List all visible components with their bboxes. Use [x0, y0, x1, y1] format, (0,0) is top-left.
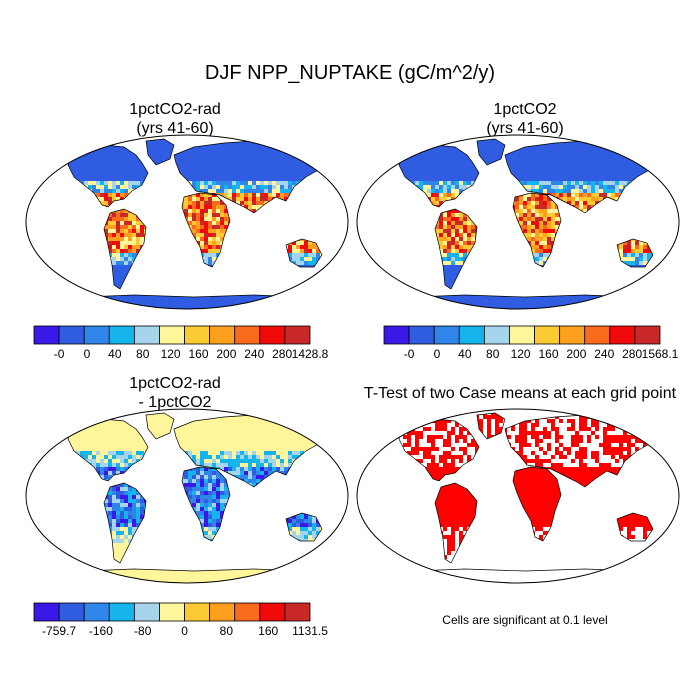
colorbar-tick-label: 200 [216, 347, 236, 361]
colorbar-swatch [433, 325, 460, 345]
colorbar-swatch [133, 325, 160, 345]
colorbar-swatch [159, 602, 185, 622]
colorbar-swatch [259, 325, 286, 345]
colorbar-swatch [108, 602, 135, 622]
colorbar-tick-label: -0 [404, 347, 415, 361]
colorbar-swatch [209, 602, 236, 622]
colorbar-swatch [609, 325, 636, 345]
colorbar-swatch [234, 325, 261, 345]
colorbar-swatch [108, 325, 135, 345]
colorbar-tick-label: 240 [594, 347, 614, 361]
colorbar-tick-label: 1568.1 [642, 347, 679, 361]
colorbar-swatch [284, 602, 311, 622]
panel-4-title-line1: T-Test of two Case means at each grid po… [363, 385, 677, 402]
colorbar-swatch [58, 602, 85, 622]
map-frame [25, 134, 349, 310]
colorbar-swatch [58, 325, 85, 345]
colorbar-tick-label: 120 [161, 347, 181, 361]
colorbar-tick-label: 80 [136, 347, 150, 361]
colorbar-swatch [483, 325, 510, 345]
panel-1-title: 1pctCO2-rad (yrs 41-60) [15, 100, 335, 138]
panel-3-title-line1: 1pctCO2-rad [129, 375, 221, 392]
colorbar-tick-label: 40 [458, 347, 472, 361]
colorbar-swatch [458, 325, 485, 345]
colorbar-swatch [234, 602, 261, 622]
colorbar-tick-label: 160 [188, 347, 208, 361]
map-frame [356, 408, 680, 584]
colorbar-tick-label: 240 [244, 347, 264, 361]
map-frame [356, 134, 680, 310]
colorbar-swatch [83, 325, 110, 345]
colorbar-tick-label: 160 [258, 624, 278, 638]
colorbar-tick-label: 40 [108, 347, 122, 361]
panel-1-title-line2: (yrs 41-60) [136, 120, 214, 137]
map-panel-3 [25, 408, 349, 584]
colorbar-swatch [184, 325, 211, 345]
colorbar-panel-1: -0 0 40 80 120 160 200 240 280 1428.8 [33, 325, 329, 365]
colorbar-swatch [159, 325, 185, 345]
figure-title: DJF NPP_NUPTAKE (gC/m^2/y) [204, 62, 496, 84]
panel-4-title: T-Test of two Case means at each grid po… [345, 384, 695, 403]
significance-note: Cells are significant at 0.1 level [442, 613, 608, 627]
colorbar-tick-label: 280 [622, 347, 642, 361]
colorbar-tick-label: 80 [220, 624, 234, 638]
colorbar-tick-label: 1428.8 [292, 347, 329, 361]
map-panel-2 [356, 134, 680, 310]
colorbar-tick-label: 0 [84, 347, 91, 361]
colorbar-swatch [634, 325, 661, 345]
colorbar-swatch [133, 602, 160, 622]
colorbar-tick-label: -759.7 [42, 624, 76, 638]
colorbar-swatch [509, 325, 535, 345]
colorbar-swatch [259, 602, 286, 622]
colorbar-tick-label: 0 [181, 624, 188, 638]
colorbar-swatch [284, 325, 311, 345]
colorbar-swatch [383, 325, 410, 345]
colorbar-panel-3: -759.7 -160 -80 0 80 160 1131.5 [33, 602, 328, 642]
colorbar-panel-2: -0 0 40 80 120 160 200 240 280 1568.1 [383, 325, 679, 365]
colorbar-swatch [534, 325, 561, 345]
colorbar-swatch [83, 602, 110, 622]
colorbar-swatch [33, 602, 60, 622]
colorbar-tick-label: 160 [538, 347, 558, 361]
panel-3-title: 1pctCO2-rad - 1pctCO2 [15, 374, 335, 412]
colorbar-swatch [559, 325, 586, 345]
panel-1-title-line1: 1pctCO2-rad [129, 101, 221, 118]
colorbar-swatch [209, 325, 236, 345]
map-panel-4 [356, 408, 680, 584]
panel-2-title: 1pctCO2 (yrs 41-60) [365, 100, 685, 138]
panel-2-title-line1: 1pctCO2 [493, 101, 557, 118]
colorbar-tick-label: 0 [434, 347, 441, 361]
map-panel-1 [25, 134, 349, 310]
colorbar-swatch [584, 325, 611, 345]
colorbar-tick-label: -0 [54, 347, 65, 361]
colorbar-swatch [184, 602, 211, 622]
colorbar-tick-label: -80 [134, 624, 152, 638]
colorbar-swatch [408, 325, 435, 345]
map-frame [25, 408, 349, 584]
colorbar-tick-label: 280 [272, 347, 292, 361]
panel-3-title-line2: - 1pctCO2 [138, 394, 212, 411]
colorbar-tick-label: 80 [486, 347, 500, 361]
panel-2-title-line2: (yrs 41-60) [486, 120, 564, 137]
colorbar-tick-label: 120 [511, 347, 531, 361]
colorbar-swatch [33, 325, 60, 345]
colorbar-tick-label: 200 [566, 347, 586, 361]
colorbar-tick-label: 1131.5 [292, 624, 328, 638]
colorbar-tick-label: -160 [89, 624, 113, 638]
